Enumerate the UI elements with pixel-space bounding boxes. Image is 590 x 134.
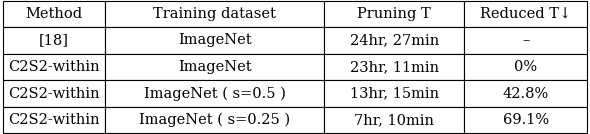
Bar: [3, 54, 105, 80]
Bar: [3, 27, 105, 54]
Bar: [3, 1, 105, 27]
Text: 0%: 0%: [514, 60, 537, 74]
Bar: [105, 1, 324, 27]
Bar: [105, 80, 324, 107]
Text: Pruning T: Pruning T: [358, 7, 431, 21]
Text: –: –: [522, 34, 529, 47]
Bar: [324, 107, 464, 133]
Bar: [464, 80, 587, 107]
Bar: [105, 107, 324, 133]
Bar: [464, 54, 587, 80]
Text: C2S2-within: C2S2-within: [8, 113, 100, 127]
Bar: [105, 54, 324, 80]
Text: 69.1%: 69.1%: [503, 113, 549, 127]
Text: Method: Method: [25, 7, 83, 21]
Bar: [3, 80, 105, 107]
Bar: [105, 27, 324, 54]
Bar: [464, 1, 587, 27]
Text: C2S2-within: C2S2-within: [8, 87, 100, 100]
Bar: [324, 54, 464, 80]
Text: ImageNet: ImageNet: [178, 34, 251, 47]
Bar: [464, 107, 587, 133]
Text: 13hr, 15min: 13hr, 15min: [350, 87, 439, 100]
Text: 23hr, 11min: 23hr, 11min: [350, 60, 439, 74]
Text: 42.8%: 42.8%: [503, 87, 549, 100]
Text: C2S2-within: C2S2-within: [8, 60, 100, 74]
Bar: [324, 1, 464, 27]
Text: ImageNet: ImageNet: [178, 60, 251, 74]
Text: ImageNet ( s=0.5 ): ImageNet ( s=0.5 ): [144, 86, 286, 101]
Text: ImageNet ( s=0.25 ): ImageNet ( s=0.25 ): [139, 113, 290, 127]
Bar: [324, 27, 464, 54]
Text: [18]: [18]: [39, 34, 69, 47]
Text: 7hr, 10min: 7hr, 10min: [355, 113, 434, 127]
Text: Reduced T↓: Reduced T↓: [480, 7, 571, 21]
Text: 24hr, 27min: 24hr, 27min: [350, 34, 439, 47]
Text: Training dataset: Training dataset: [153, 7, 276, 21]
Bar: [464, 27, 587, 54]
Bar: [3, 107, 105, 133]
Bar: [324, 80, 464, 107]
